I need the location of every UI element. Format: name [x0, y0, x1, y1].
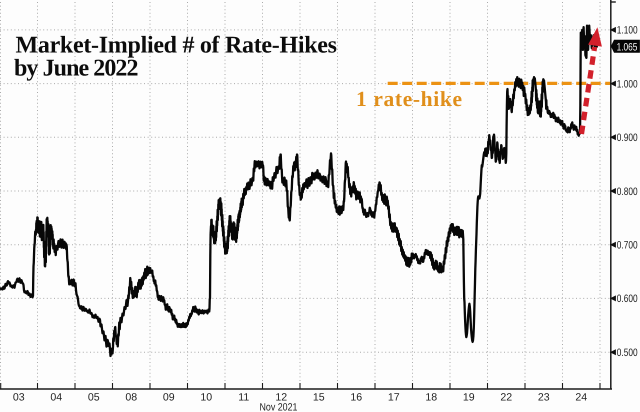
svg-text:1.065: 1.065 [617, 41, 638, 53]
svg-text:19: 19 [463, 392, 475, 404]
svg-text:0.800: 0.800 [617, 186, 638, 198]
svg-text:04: 04 [50, 392, 62, 404]
svg-text:16: 16 [350, 392, 362, 404]
svg-text:22: 22 [500, 392, 512, 404]
svg-text:0.500: 0.500 [617, 347, 638, 359]
svg-text:15: 15 [313, 392, 325, 404]
svg-text:23: 23 [538, 392, 550, 404]
svg-text:0.900: 0.900 [617, 132, 638, 144]
svg-text:03: 03 [13, 392, 25, 404]
svg-text:17: 17 [388, 392, 400, 404]
svg-text:09: 09 [163, 392, 175, 404]
svg-text:12: 12 [275, 392, 287, 404]
svg-text:24: 24 [575, 392, 587, 404]
svg-text:0.700: 0.700 [617, 240, 638, 252]
svg-text:Market-Implied # of Rate-Hikes: Market-Implied # of Rate-Hikes [16, 32, 338, 58]
svg-text:08: 08 [125, 392, 137, 404]
svg-text:10: 10 [200, 392, 212, 404]
svg-text:by June 2022: by June 2022 [14, 56, 139, 82]
svg-text:0.600: 0.600 [617, 293, 638, 305]
svg-text:11: 11 [238, 392, 249, 404]
svg-text:05: 05 [88, 392, 100, 404]
svg-text:18: 18 [425, 392, 437, 404]
svg-text:1.100: 1.100 [617, 25, 638, 37]
svg-text:Nov 2021: Nov 2021 [260, 402, 298, 412]
svg-text:1.000: 1.000 [617, 78, 638, 90]
svg-text:1 rate-hike: 1 rate-hike [356, 87, 462, 111]
